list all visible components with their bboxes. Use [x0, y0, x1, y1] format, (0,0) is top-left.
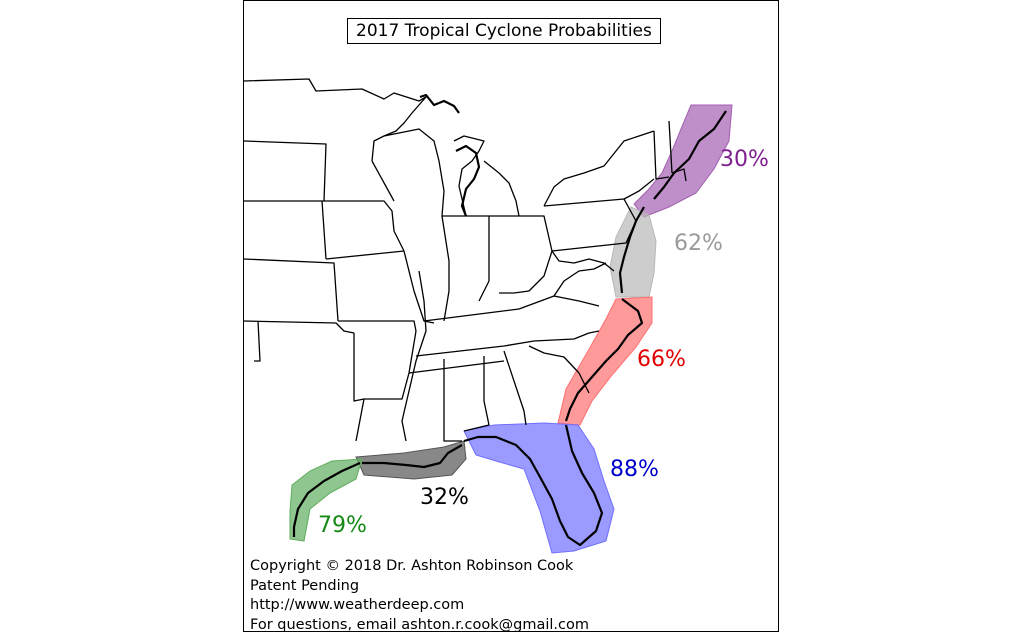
website-text: http://www.weatherdeep.com [250, 597, 465, 613]
region-florida-shading [463, 422, 615, 554]
region-central-gulf-shading [355, 440, 467, 480]
coastline [292, 93, 727, 547]
us-map [244, 78, 733, 554]
probability-label-mid-atlantic: 62% [674, 231, 723, 256]
copyright-text: Copyright © 2018 Dr. Ashton Robinson Coo… [250, 558, 574, 574]
region-texas-shading [289, 458, 363, 542]
map-frame: 2017 Tropical Cyclone Probabilities 30% … [243, 0, 779, 632]
probability-label-texas: 79% [318, 513, 367, 538]
map-title: 2017 Tropical Cyclone Probabilities [347, 18, 661, 44]
credits-block: Copyright © 2018 Dr. Ashton Robinson Coo… [250, 557, 589, 632]
probability-label-new-england: 30% [720, 147, 769, 172]
state-boundaries [244, 78, 687, 442]
region-mid-atlantic-shading [609, 206, 657, 298]
region-new-england-shading [633, 104, 733, 218]
probability-label-florida: 88% [610, 457, 659, 482]
patent-text: Patent Pending [250, 577, 360, 594]
probability-label-central-gulf: 32% [420, 485, 469, 510]
contact-text: For questions, email ashton.r.cook@gmail… [250, 616, 589, 632]
probability-label-carolinas: 66% [637, 347, 686, 372]
